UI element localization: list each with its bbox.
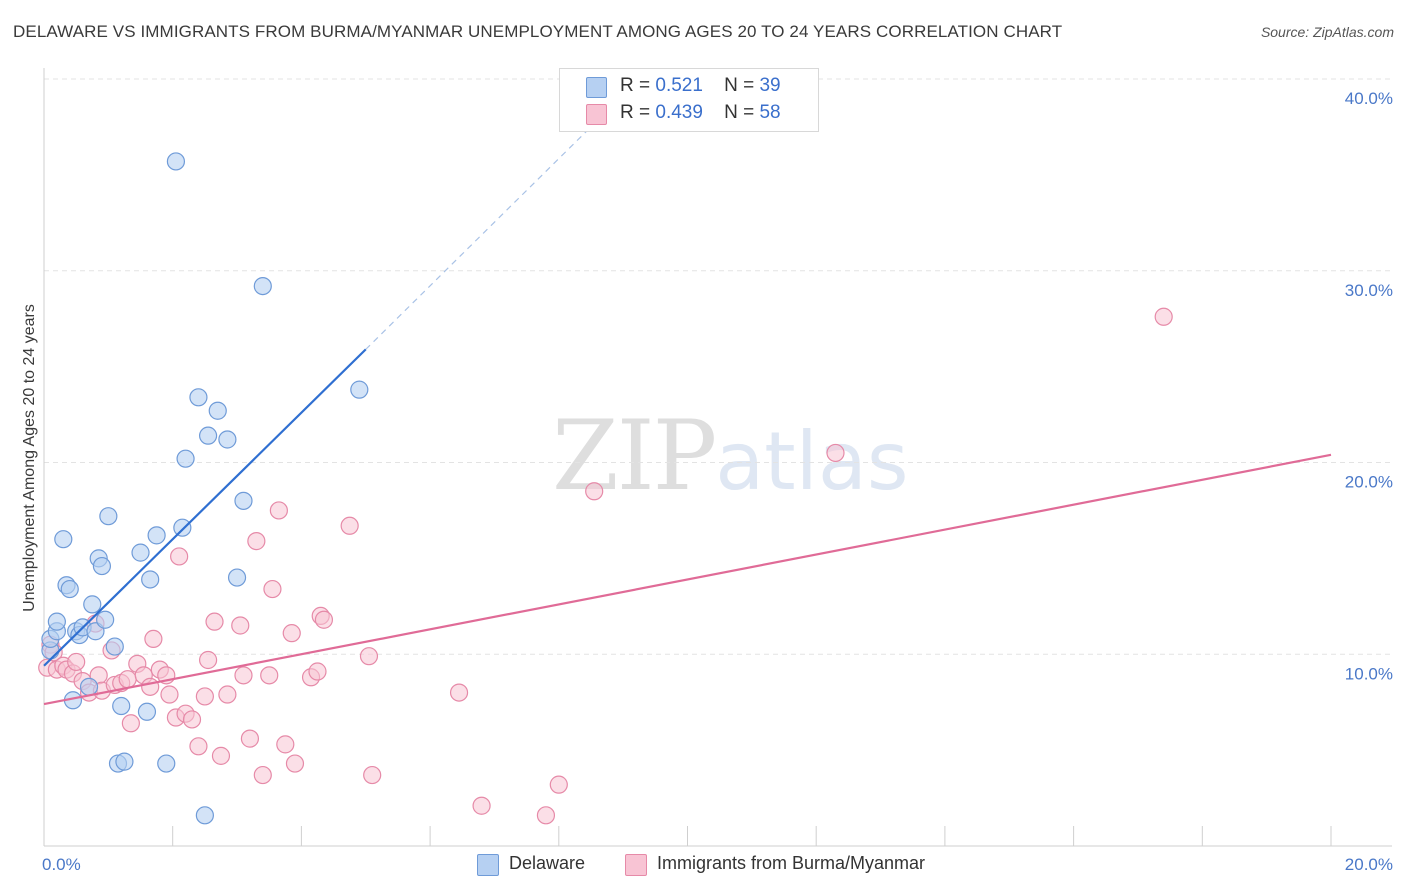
delaware-point (147, 526, 166, 545)
burma-point (67, 652, 86, 672)
watermark-atlas: atlas (715, 415, 909, 508)
delaware-point (157, 754, 176, 773)
axes (43, 68, 1392, 847)
delaware-point (47, 612, 66, 631)
legend-swatch-delaware (586, 77, 607, 98)
burma-point (269, 501, 288, 520)
burma-point (144, 629, 163, 649)
burma-point (826, 443, 845, 463)
x-tick-labels: 0.0% 20.0% (42, 855, 1393, 874)
burma-point (198, 650, 218, 670)
x-tick-label: 0.0% (42, 855, 81, 874)
y-tick-label: 40.0% (1345, 89, 1393, 108)
burma-point (118, 670, 137, 689)
trend-lines (43, 107, 1332, 706)
burma-point (314, 610, 334, 629)
burma-point (170, 547, 189, 566)
bottom-legend-label-burma: Immigrants from Burma/Myanmar (657, 853, 926, 873)
delaware-trend-line (43, 348, 367, 667)
burma-point (1154, 307, 1173, 326)
burma-point (308, 662, 327, 681)
burma-point (263, 579, 282, 599)
burma-point (234, 666, 253, 685)
delaware-point (234, 491, 253, 510)
delaware-point (173, 518, 192, 537)
chart-source: Source: ZipAtlas.com (1260, 24, 1394, 40)
delaware-point (189, 388, 208, 407)
delaware-point (166, 152, 186, 171)
burma-point (285, 754, 305, 773)
delaware-point (176, 449, 195, 468)
delaware-point (99, 507, 118, 526)
delaware-point (195, 806, 214, 825)
burma-point (472, 796, 491, 815)
series-burma-points (38, 307, 1173, 825)
bottom-legend-label-delaware: Delaware (509, 853, 586, 873)
burma-point (141, 677, 160, 696)
burma-point (340, 516, 359, 535)
delaware-point (92, 556, 112, 576)
burma-point (282, 624, 301, 643)
y-tick-label: 20.0% (1345, 473, 1393, 492)
watermark: ZIPatlas (552, 400, 909, 512)
burma-point (121, 714, 140, 733)
y-tick-labels: 10.0% 20.0% 30.0% 40.0% (1345, 89, 1393, 683)
delaware-point (141, 570, 160, 589)
delaware-point (96, 610, 115, 629)
y-tick-label: 30.0% (1345, 281, 1393, 300)
burma-point (195, 687, 214, 706)
delaware-point (198, 426, 218, 445)
gridlines (44, 78, 1392, 655)
delaware-point (253, 276, 272, 296)
legend-swatch-burma (586, 104, 607, 125)
burma-point (253, 765, 272, 785)
correlation-legend: R = 0.521 N = 39 R = 0.439 N = 58 (559, 68, 819, 132)
delaware-trend-extension (365, 107, 611, 350)
burma-point (231, 616, 250, 635)
delaware-point (60, 579, 79, 599)
delaware-point (227, 568, 247, 587)
y-tick-label: 10.0% (1345, 664, 1393, 683)
burma-point (205, 612, 224, 631)
delaware-point (218, 430, 237, 449)
delaware-point (83, 595, 102, 614)
burma-point (363, 765, 382, 785)
delaware-point (208, 401, 227, 420)
bottom-legend-swatch-burma (625, 854, 647, 876)
delaware-point (79, 677, 99, 696)
burma-point (218, 685, 237, 704)
burma-point (182, 710, 202, 729)
delaware-point (115, 752, 134, 771)
watermark-zip: ZIP (552, 400, 717, 512)
burma-point (260, 666, 279, 685)
delaware-point (131, 543, 150, 562)
burma-point (240, 729, 260, 748)
legend-text-burma: R = 0.439 N = 58 (620, 102, 781, 123)
x-ticks (43, 826, 1332, 846)
series-delaware-points (41, 152, 369, 825)
burma-trend-line (43, 453, 1332, 706)
x-tick-label: 20.0% (1345, 855, 1393, 874)
burma-point (449, 683, 469, 702)
delaware-point (350, 380, 369, 399)
burma-point (211, 746, 231, 765)
burma-point (247, 532, 266, 551)
bottom-legend-swatch-delaware (477, 854, 499, 876)
delaware-point (112, 696, 131, 716)
burma-point (189, 737, 208, 756)
burma-point (585, 482, 604, 501)
burma-point (536, 806, 556, 825)
chart-title: DELAWARE VS IMMIGRANTS FROM BURMA/MYANMA… (13, 22, 1063, 41)
delaware-point (105, 637, 124, 656)
burma-point (276, 735, 295, 754)
legend-text-delaware: R = 0.521 N = 39 (620, 75, 781, 96)
burma-point (160, 685, 179, 704)
delaware-point (54, 530, 73, 549)
burma-point (549, 775, 568, 794)
delaware-point (137, 702, 157, 721)
burma-point (359, 647, 379, 666)
